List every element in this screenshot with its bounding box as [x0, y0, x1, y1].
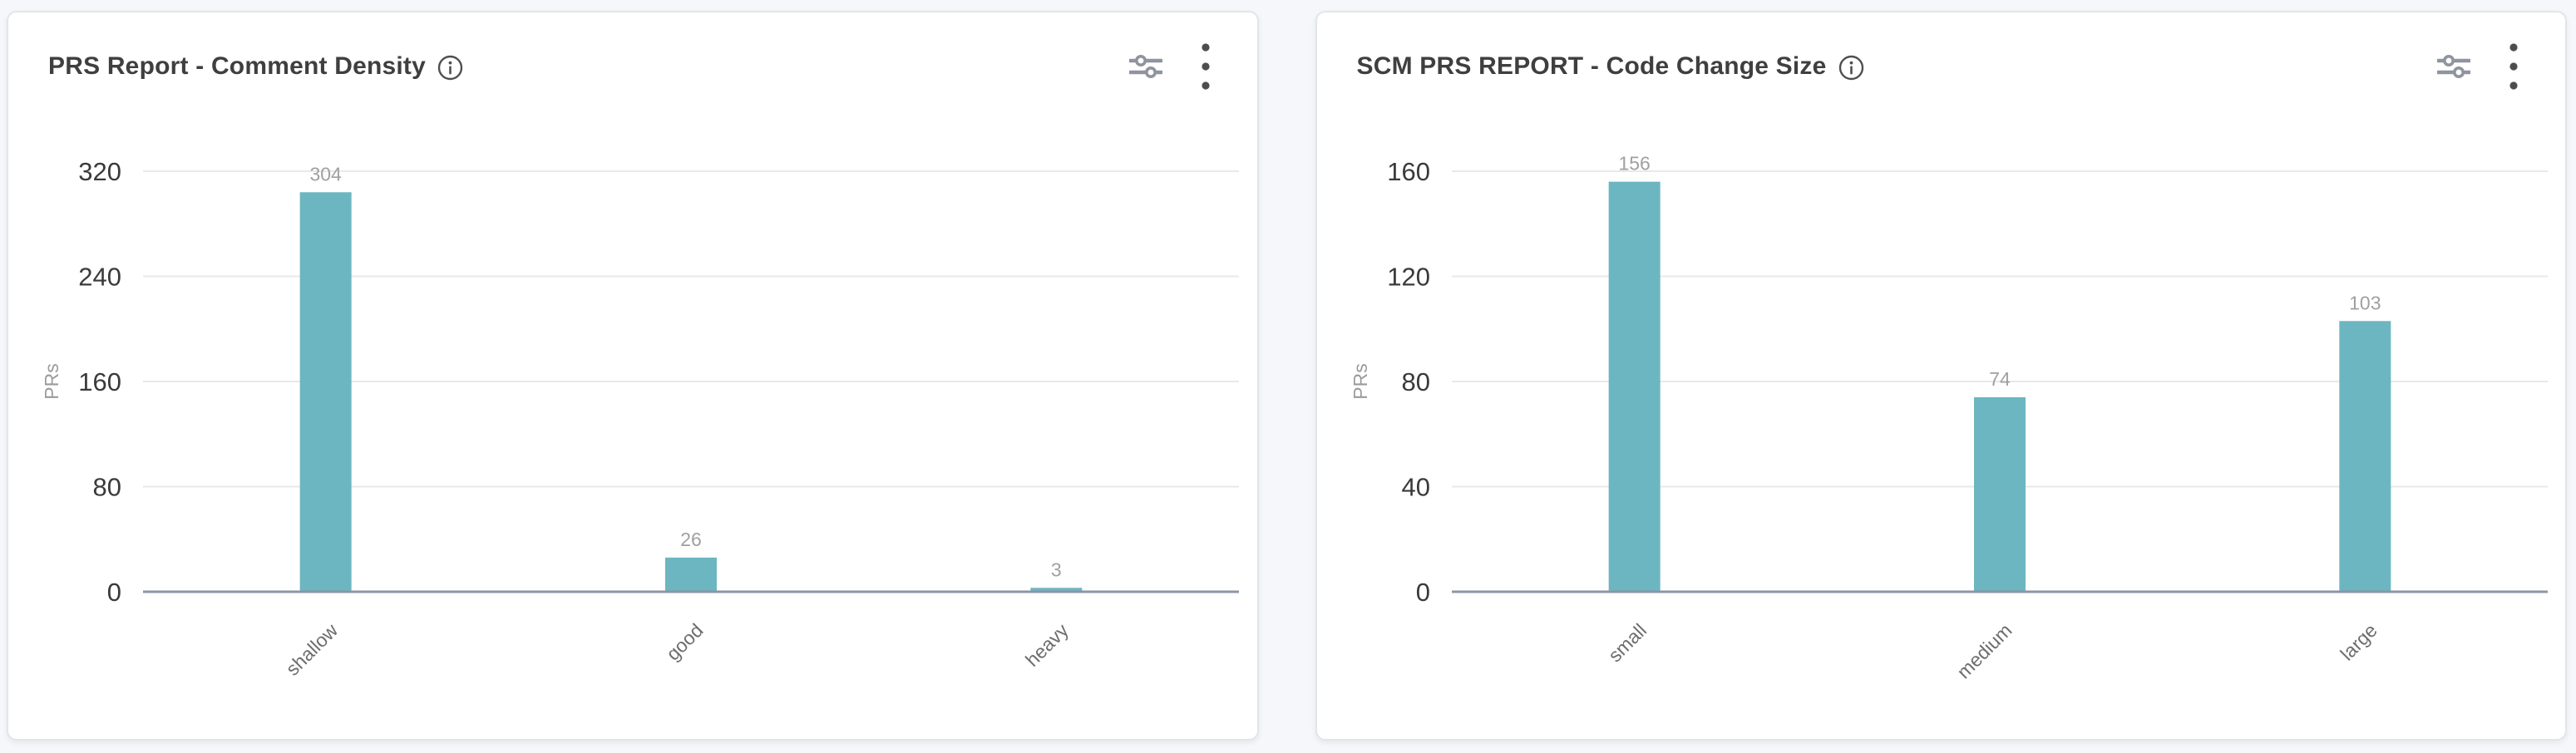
x-category-label: small: [1603, 619, 1650, 666]
card-header: PRS Report - Comment Density: [8, 43, 1257, 90]
y-tick-label: 40: [1401, 473, 1429, 502]
filter-sliders-icon[interactable]: [2437, 53, 2470, 80]
y-tick-label: 160: [1387, 157, 1430, 186]
x-category-label: large: [2336, 619, 2381, 665]
bar-small[interactable]: [1608, 181, 1661, 592]
chart-card-comment-density: PRS Report - Comment Density: [7, 11, 1259, 741]
bar-heavy[interactable]: [1030, 588, 1083, 592]
bar-good[interactable]: [665, 557, 717, 592]
bar-value-label: 304: [309, 163, 342, 185]
y-tick-label: 160: [78, 367, 121, 396]
chart-card-code-change-size: SCM PRS REPORT - Code Change Size: [1315, 11, 2567, 741]
y-tick-label: 0: [1415, 578, 1429, 607]
x-category-label: shallow: [282, 619, 343, 680]
x-category-label: heavy: [1021, 619, 1073, 671]
bar-value-label: 26: [680, 529, 702, 550]
y-tick-label: 240: [78, 263, 121, 292]
y-axis-title: PRs: [1350, 363, 1371, 399]
kebab-menu-icon[interactable]: [2509, 41, 2519, 92]
kebab-menu-icon[interactable]: [1201, 41, 1211, 92]
card-title: SCM PRS REPORT - Code Change Size: [1356, 52, 1827, 80]
info-icon[interactable]: [437, 55, 463, 81]
y-tick-label: 320: [78, 157, 121, 186]
card-title: PRS Report - Comment Density: [48, 52, 426, 80]
bar-medium[interactable]: [1973, 396, 2026, 592]
y-tick-label: 80: [93, 473, 121, 502]
y-axis-title: PRs: [41, 363, 62, 399]
filter-sliders-icon[interactable]: [1128, 53, 1162, 80]
bar-shallow[interactable]: [299, 192, 352, 593]
x-category-label: medium: [1952, 619, 2016, 682]
bar-value-label: 74: [1989, 368, 2011, 390]
y-tick-label: 120: [1387, 263, 1430, 292]
bar-value-label: 3: [1051, 559, 1062, 580]
bar-chart-code-change-size[interactable]: 0 40 80 120 160 PRs 156 small 74 medium 103 large: [1317, 106, 2566, 721]
x-category-label: good: [662, 619, 708, 665]
bar-chart-comment-density[interactable]: 0 80 160 240 320 PRs 304 shallow 26 good 3 heavy: [8, 106, 1257, 721]
y-tick-label: 80: [1401, 367, 1429, 396]
bar-value-label: 156: [1618, 153, 1650, 175]
card-header: SCM PRS REPORT - Code Change Size: [1317, 43, 2566, 90]
y-tick-label: 0: [107, 578, 121, 607]
bar-value-label: 103: [2349, 292, 2381, 313]
bar-large[interactable]: [2338, 321, 2391, 592]
info-icon[interactable]: [1838, 55, 1864, 81]
